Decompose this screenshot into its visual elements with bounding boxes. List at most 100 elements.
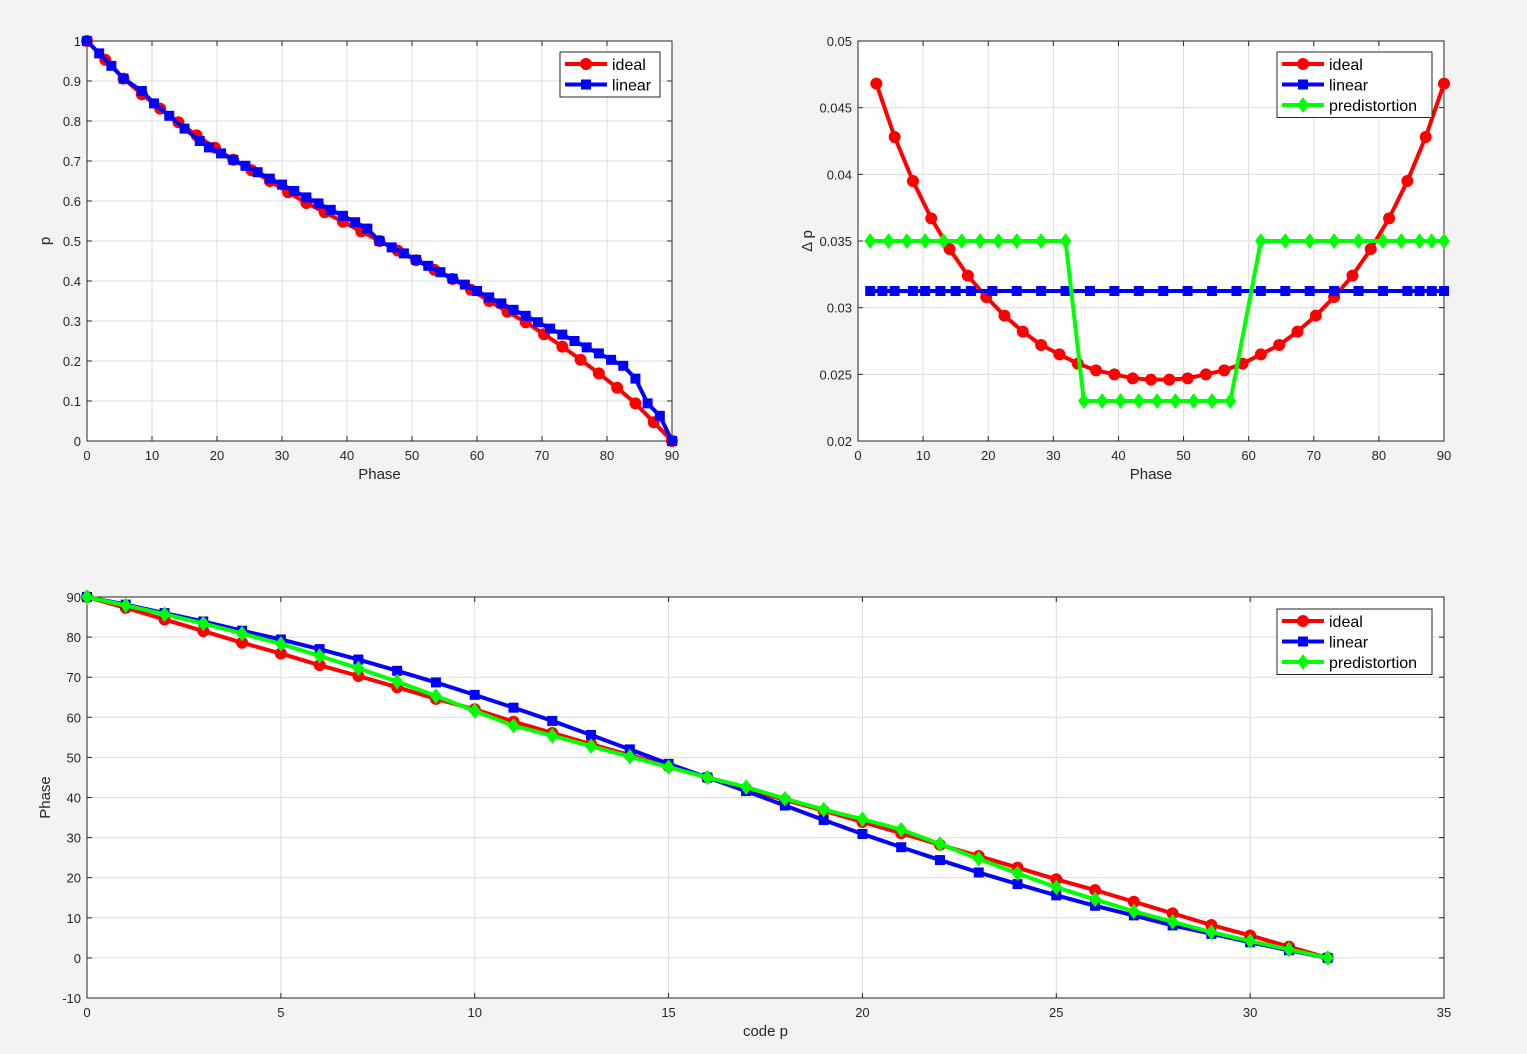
y-axis-label: p <box>37 237 54 245</box>
data-point-predistortion <box>1224 393 1237 409</box>
legend-label-predistortion: predistortion <box>1329 655 1417 672</box>
data-point-predistortion <box>1077 393 1090 409</box>
data-point-linear <box>228 154 239 165</box>
data-point-predistortion <box>895 821 908 838</box>
x-tick-label: 70 <box>1307 448 1321 463</box>
data-point-predistortion <box>1413 233 1426 249</box>
data-point-ideal <box>1053 348 1066 361</box>
x-tick-label: 10 <box>145 448 159 463</box>
data-point-linear <box>240 160 251 171</box>
data-point-predistortion <box>955 233 968 249</box>
y-tick-label: 0.1 <box>63 394 81 409</box>
data-point-linear <box>386 242 397 253</box>
data-point-ideal <box>1364 243 1377 255</box>
data-point-linear <box>289 186 300 196</box>
data-point-predistortion <box>1283 941 1295 958</box>
data-point-predistortion <box>1255 233 1267 249</box>
data-point-ideal <box>1291 325 1304 338</box>
data-point-linear <box>857 828 868 839</box>
data-point-linear <box>1414 286 1425 296</box>
data-point-predistortion <box>972 851 985 867</box>
data-point-ideal <box>1401 175 1414 187</box>
y-tick-label: 0.2 <box>63 354 81 369</box>
data-point-linear <box>423 260 434 271</box>
x-tick-label: 40 <box>340 448 354 463</box>
y-tick-label: 0.6 <box>63 194 81 209</box>
data-point-predistortion <box>1166 913 1179 930</box>
data-point-ideal <box>998 309 1011 322</box>
data-point-linear <box>545 323 556 334</box>
data-point-predistortion <box>900 233 913 249</box>
data-point-linear <box>586 729 597 740</box>
data-point-ideal <box>1126 372 1139 385</box>
data-point-predistortion <box>934 836 946 852</box>
data-point-linear <box>618 360 629 371</box>
data-point-linear <box>1426 286 1437 296</box>
data-point-ideal <box>925 212 938 225</box>
data-point-linear <box>216 148 227 159</box>
data-point-linear <box>149 98 160 109</box>
axes-box <box>86 40 673 442</box>
chart-2: 0 10 20 30 40 50 60 70 80 90 0.02 0.025 0.03 0.035 0.0… <box>799 34 1451 483</box>
data-point-linear <box>350 217 361 228</box>
data-point-linear <box>973 867 984 878</box>
x-tick-label: 80 <box>1372 448 1386 463</box>
data-point-predistortion <box>1395 233 1408 249</box>
data-point-predistortion <box>1328 233 1340 249</box>
data-point-linear <box>459 279 470 290</box>
data-point-linear <box>508 304 519 315</box>
data-point-linear <box>447 273 458 284</box>
y-tick-label: 20 <box>67 871 81 886</box>
data-point-predistortion <box>1010 233 1023 249</box>
data-point-linear <box>1439 286 1449 296</box>
axes-box <box>86 596 1445 999</box>
x-tick-label: 0 <box>83 1005 90 1020</box>
chart-3: 0 5 10 15 20 25 30 35-100102030405060708090code… <box>37 589 1451 1040</box>
legend: ideal linear predistortion <box>1276 51 1433 118</box>
y-tick-label: 80 <box>67 630 81 645</box>
data-point-predistortion <box>197 615 210 632</box>
x-tick-label: 50 <box>1176 448 1190 463</box>
data-point-predistortion <box>662 759 675 775</box>
data-point-predistortion <box>507 717 520 734</box>
data-point-linear <box>82 36 92 46</box>
data-point-linear <box>508 702 519 713</box>
x-tick-label: 90 <box>1437 448 1451 463</box>
data-point-linear <box>136 86 147 96</box>
legend-marker-ideal <box>580 58 592 70</box>
data-point-ideal <box>629 397 642 410</box>
data-point-predistortion <box>274 636 287 652</box>
data-point-ideal <box>870 77 883 90</box>
legend: ideal linear predistortion <box>1276 608 1433 675</box>
y-tick-label: 0.05 <box>827 34 852 49</box>
legend-label-ideal: ideal <box>612 57 646 74</box>
data-point-ideal <box>961 269 974 282</box>
y-tick-label: 0.02 <box>827 434 852 449</box>
data-point-linear <box>1182 286 1193 296</box>
x-tick-label: 30 <box>1243 1005 1257 1020</box>
y-tick-label: 0.04 <box>827 167 852 182</box>
data-point-ideal <box>556 340 569 353</box>
data-point-ideal <box>1090 364 1103 377</box>
legend-label-linear: linear <box>612 78 652 95</box>
data-point-predistortion <box>1151 393 1163 409</box>
legend-label-ideal: ideal <box>1329 57 1363 74</box>
legend-marker-linear <box>1298 636 1308 647</box>
y-tick-label: 0.5 <box>63 234 81 249</box>
data-point-linear <box>965 286 976 296</box>
series-predistortion <box>81 589 1334 966</box>
data-point-predistortion <box>1035 233 1047 249</box>
data-point-predistortion <box>817 801 830 818</box>
data-point-linear <box>1304 286 1315 296</box>
data-point-linear <box>950 286 961 296</box>
y-tick-label: 0 <box>74 434 81 449</box>
data-point-linear <box>118 73 129 84</box>
x-tick-label: 0 <box>83 448 90 463</box>
data-point-predistortion <box>1096 393 1109 409</box>
y-tick-label: 0.03 <box>827 301 852 316</box>
data-point-predistortion <box>1127 903 1140 920</box>
data-point-predistortion <box>882 233 895 249</box>
data-point-linear <box>435 267 446 278</box>
y-tick-label: 0.045 <box>819 101 852 116</box>
x-tick-label: 70 <box>535 448 549 463</box>
